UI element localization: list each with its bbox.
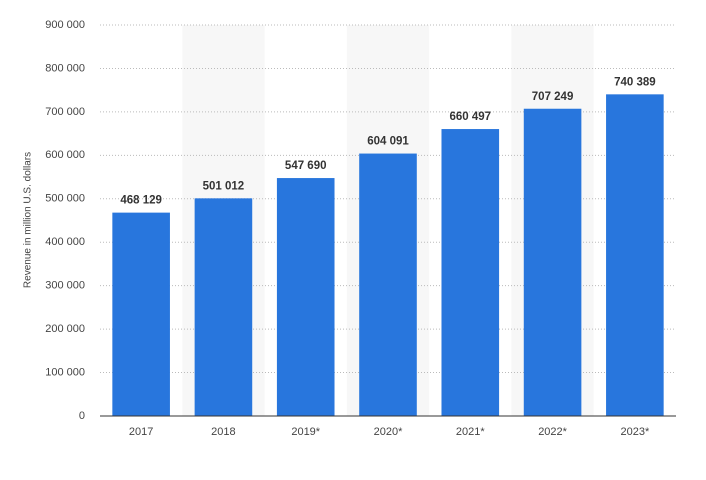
value-label: 604 091	[367, 136, 409, 148]
bar	[523, 108, 582, 417]
x-tick-label: 2022*	[538, 426, 567, 438]
bar	[606, 94, 664, 417]
y-tick-label: 500 000	[45, 193, 85, 205]
x-tick-label: 2020*	[374, 426, 403, 438]
bar	[359, 153, 417, 416]
y-tick-label: 200 000	[45, 323, 85, 335]
y-tick-label: 900 000	[45, 19, 85, 31]
x-tick-label: 2021*	[456, 426, 485, 438]
value-label: 707 249	[532, 91, 574, 103]
x-tick-label: 2019*	[291, 426, 320, 438]
y-tick-label: 400 000	[45, 236, 85, 248]
bar	[441, 129, 500, 416]
value-label: 468 129	[120, 195, 162, 207]
y-tick-label: 800 000	[45, 62, 85, 74]
y-tick-label: 700 000	[45, 106, 85, 118]
value-label: 660 497	[449, 111, 491, 123]
value-label: 547 690	[285, 160, 327, 172]
x-tick-label: 2023*	[620, 426, 649, 438]
x-tick-label: 2017	[129, 426, 153, 438]
bar	[276, 178, 335, 416]
y-tick-label: 300 000	[45, 280, 85, 292]
value-label: 501 012	[203, 180, 245, 192]
value-label: 740 389	[614, 76, 656, 88]
bar	[112, 212, 170, 416]
y-tick-label: 100 000	[45, 366, 85, 378]
y-tick-label: 600 000	[45, 149, 85, 161]
x-tick-label: 2018	[211, 426, 235, 438]
y-tick-label: 0	[79, 410, 85, 422]
y-axis-title: Revenue in million U.S. dollars	[23, 152, 34, 288]
bar	[194, 198, 253, 416]
